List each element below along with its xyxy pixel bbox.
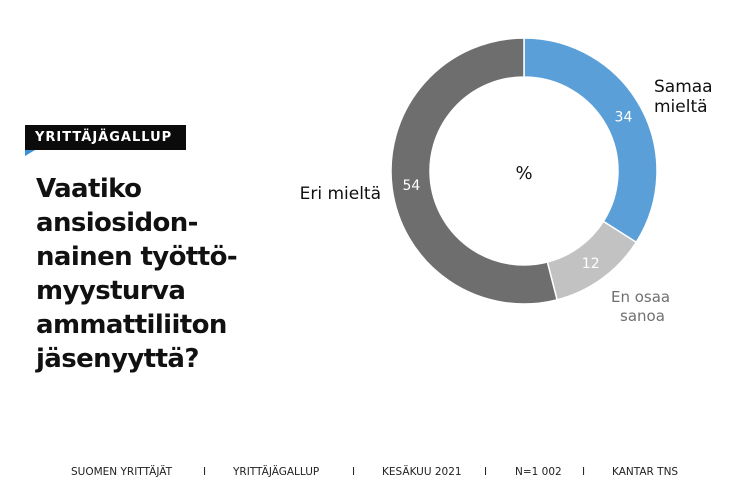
footer-separator: I <box>582 466 586 478</box>
footer: SUOMEN YRITTÄJÄT I YRITTÄJÄGALLUP I KESÄ… <box>0 466 750 484</box>
question-line: jäsenyyttä? <box>36 344 199 374</box>
question-line: ansiosidon- <box>36 208 198 238</box>
slice-value-label: 12 <box>582 256 600 272</box>
slice-category-label: Eri mieltä <box>300 184 381 204</box>
footer-item: N=1 002 <box>515 466 562 478</box>
question-title: Vaatiko ansiosidon- nainen työttö- myyst… <box>36 172 296 376</box>
donut-slice <box>523 37 658 244</box>
badge-accent <box>25 150 35 156</box>
footer-item: KANTAR TNS <box>612 466 679 478</box>
question-line: nainen työttö- <box>36 242 238 272</box>
slice-category-label: Samaa mieltä <box>654 77 713 117</box>
question-line: ammattiliiton <box>36 310 227 340</box>
category-badge-label: YRITTÄJÄGALLUP <box>35 130 173 145</box>
question-line: Vaatiko <box>36 174 142 204</box>
category-badge: YRITTÄJÄGALLUP <box>25 125 186 150</box>
footer-separator: I <box>203 466 207 478</box>
footer-item: KESÄKUU 2021 <box>382 466 462 478</box>
footer-separator: I <box>352 466 356 478</box>
slice-value-label: 34 <box>615 109 633 125</box>
footer-separator: I <box>484 466 488 478</box>
slice-category-label: En osaa sanoa <box>611 288 670 325</box>
footer-item: YRITTÄJÄGALLUP <box>233 466 320 478</box>
question-line: myysturva <box>36 276 186 306</box>
slice-value-label: 54 <box>402 178 420 194</box>
footer-item: SUOMEN YRITTÄJÄT <box>71 466 173 478</box>
donut-slice <box>390 37 558 305</box>
center-label: % <box>515 163 532 184</box>
